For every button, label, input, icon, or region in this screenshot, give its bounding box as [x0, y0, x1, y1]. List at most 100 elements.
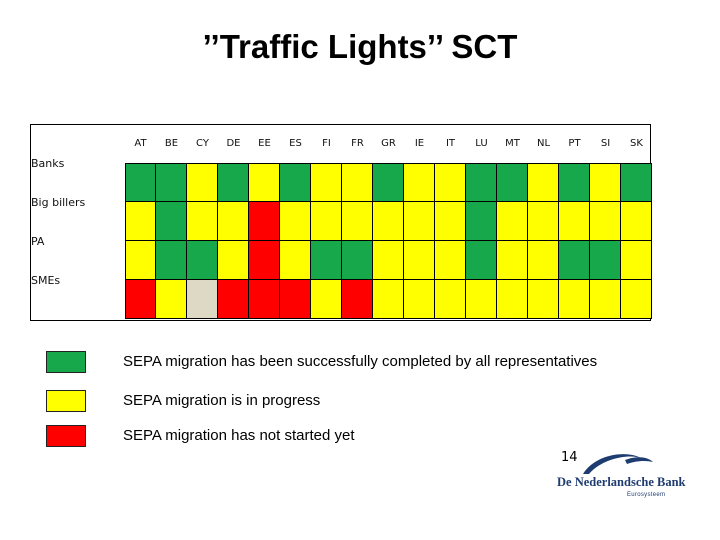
status-cell	[404, 280, 435, 319]
row-label: Big billers	[31, 196, 86, 209]
legend-swatch-yellow	[46, 390, 86, 412]
status-cell	[187, 241, 218, 280]
status-cell	[528, 202, 559, 241]
status-cell	[249, 163, 280, 202]
status-cell	[435, 280, 466, 319]
status-cell	[497, 280, 528, 319]
page-number: 14	[561, 450, 578, 465]
status-cell	[404, 241, 435, 280]
status-cell	[466, 163, 497, 202]
status-cell	[466, 241, 497, 280]
column-header-mt: MT	[505, 138, 520, 149]
row-label: Banks	[31, 157, 65, 170]
status-cell	[156, 280, 187, 319]
status-cell	[156, 163, 187, 202]
status-cell	[404, 163, 435, 202]
column-header-cy: CY	[196, 138, 209, 149]
status-cell	[187, 202, 218, 241]
status-cell	[187, 163, 218, 202]
status-cell	[218, 241, 249, 280]
column-header-ee: EE	[258, 138, 271, 149]
traffic-lights-table: AT BE CY DE EE ES FI FR GR IE IT LU MT NL PT SI SK Banks…	[30, 124, 652, 321]
status-cell	[621, 163, 652, 202]
status-cell	[373, 202, 404, 241]
status-cell	[218, 202, 249, 241]
status-cell	[311, 163, 342, 202]
status-cell	[590, 163, 621, 202]
status-cell	[559, 202, 590, 241]
column-header-si: SI	[600, 138, 611, 149]
status-cell	[497, 163, 528, 202]
status-cell	[559, 241, 590, 280]
status-cell	[249, 202, 280, 241]
column-header-sk: SK	[630, 138, 643, 149]
column-header-gr: GR	[381, 138, 396, 149]
column-header-ie: IE	[414, 138, 425, 149]
row-label: SMEs	[31, 274, 61, 287]
status-cell	[125, 241, 156, 280]
column-header-be: BE	[164, 138, 179, 149]
column-header-de: DE	[226, 138, 241, 149]
status-cell	[342, 202, 373, 241]
status-cell	[218, 280, 249, 319]
status-cell	[342, 163, 373, 202]
status-cell	[280, 163, 311, 202]
status-cell	[528, 280, 559, 319]
row-label: PA	[31, 235, 45, 248]
logo-subtitle: Eurosysteem	[627, 492, 666, 498]
column-header-it: IT	[445, 138, 456, 149]
column-header-fr: FR	[351, 138, 364, 149]
column-header-nl: NL	[536, 138, 551, 149]
status-cell	[280, 241, 311, 280]
dnb-swoosh-logo-icon	[583, 454, 653, 474]
status-cell	[342, 241, 373, 280]
status-cell	[528, 241, 559, 280]
status-cell	[125, 280, 156, 319]
status-cell	[590, 241, 621, 280]
column-header-fi: FI	[322, 138, 331, 149]
legend-text: SEPA migration has been successfully com…	[123, 353, 598, 370]
status-cell	[621, 202, 652, 241]
status-cell	[156, 202, 187, 241]
column-header-pt: PT	[568, 138, 581, 149]
status-cell	[311, 280, 342, 319]
status-cell	[435, 241, 466, 280]
status-cell	[435, 202, 466, 241]
status-cell	[404, 202, 435, 241]
status-cell	[373, 241, 404, 280]
slide-title: ’’Traffic Lights’’ SCT	[202, 28, 518, 65]
status-cell	[621, 280, 652, 319]
dnb-logo: De Nederlandsche Bank Eurosysteem	[555, 452, 685, 510]
column-header-es: ES	[289, 138, 302, 149]
status-cell	[373, 280, 404, 319]
status-cell	[621, 241, 652, 280]
status-cell	[249, 241, 280, 280]
status-cell	[311, 241, 342, 280]
status-cell	[435, 163, 466, 202]
status-cell	[590, 280, 621, 319]
status-cell	[280, 202, 311, 241]
status-cell	[280, 280, 311, 319]
legend-text: SEPA migration has not started yet	[123, 427, 355, 444]
legend-swatch-green	[46, 351, 86, 373]
status-cell	[342, 280, 373, 319]
status-cell	[218, 163, 249, 202]
status-cell	[466, 202, 497, 241]
status-cell	[590, 202, 621, 241]
legend-swatch-red	[46, 425, 86, 447]
status-cell	[466, 280, 497, 319]
status-cell	[156, 241, 187, 280]
status-cell	[249, 280, 280, 319]
status-cell	[497, 202, 528, 241]
status-cell	[125, 163, 156, 202]
legend-text: SEPA migration is in progress	[123, 392, 321, 409]
status-cell	[187, 280, 218, 319]
status-cell	[559, 280, 590, 319]
status-cell	[311, 202, 342, 241]
logo-name: De Nederlandsche Bank	[557, 475, 686, 489]
status-cell	[528, 163, 559, 202]
column-header-lu: LU	[475, 138, 488, 149]
status-cell	[497, 241, 528, 280]
column-header-at: AT	[134, 138, 147, 149]
status-cell	[373, 163, 404, 202]
